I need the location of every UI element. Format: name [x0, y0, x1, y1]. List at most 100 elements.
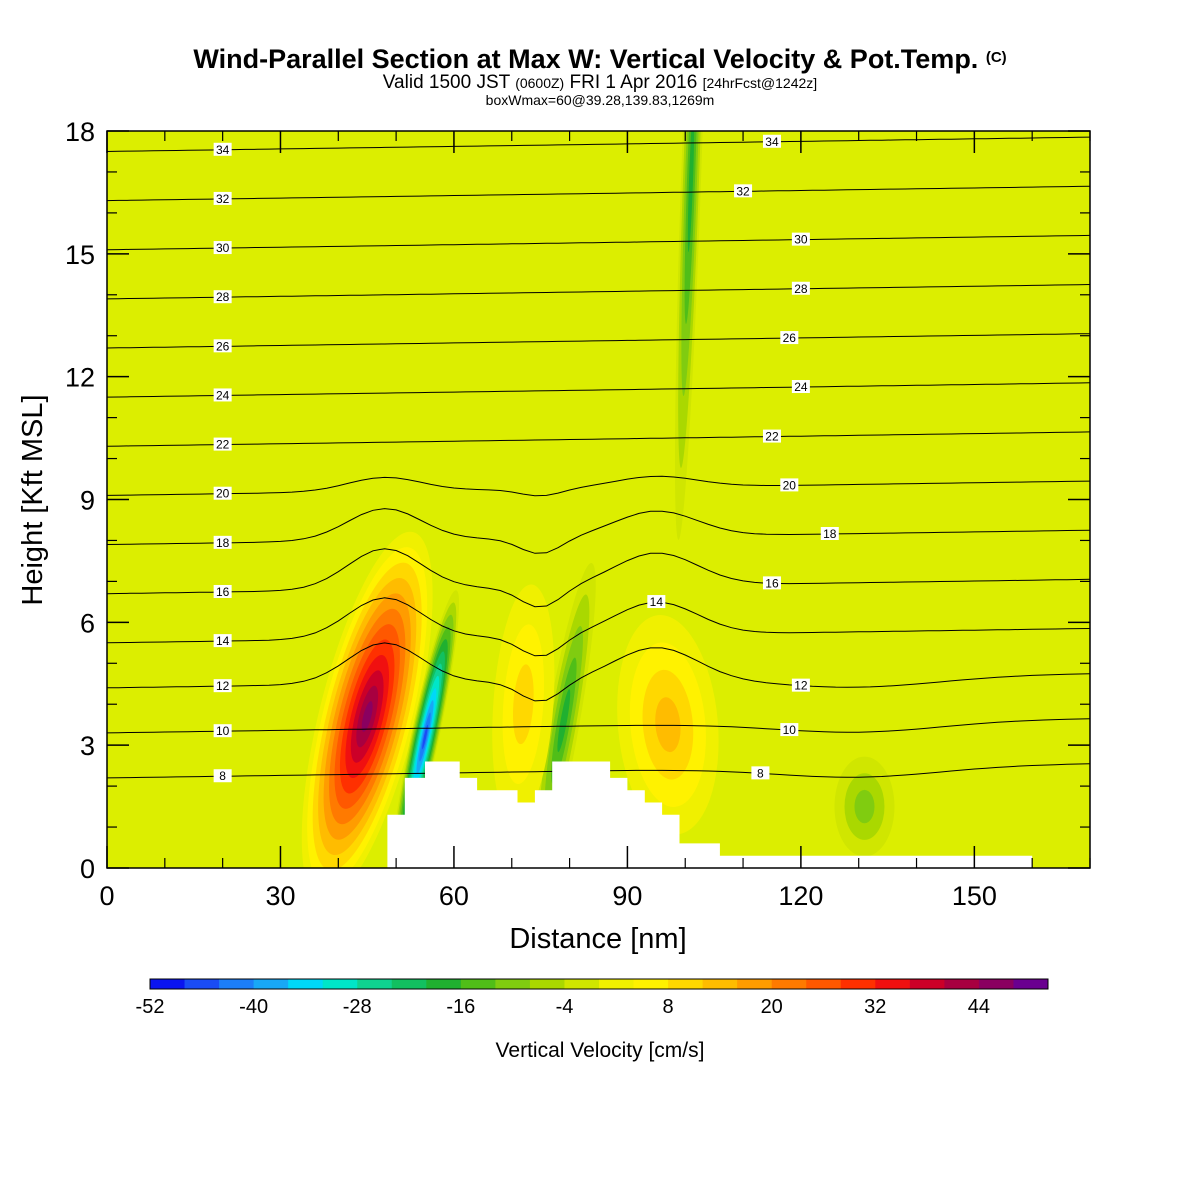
contour-label-20-right: 20 [780, 478, 799, 492]
chart-title: Wind-Parallel Section at Max W: Vertical… [193, 44, 1007, 74]
x-axis-label: Distance [nm] [509, 923, 686, 955]
colorbar-tick-32: 32 [864, 996, 886, 1018]
contour-label-28-right: 28 [791, 281, 810, 296]
contour-label-24-right: 24 [791, 380, 810, 394]
y-tick-label-15: 15 [65, 240, 95, 270]
colorbar-swatch-25 [978, 979, 1014, 989]
axes: 0 30 60 90 120 150 0 3 6 9 12 15 18 Distance [nm] Heig… [17, 117, 1091, 955]
y-tick-label-9: 9 [80, 486, 95, 516]
colorbar-swatch-13 [564, 979, 600, 989]
svg-text:18: 18 [216, 536, 230, 550]
colorbar-tick--52: -52 [136, 996, 165, 1018]
contour-label-28-left: 28 [213, 290, 232, 304]
colorbar-swatch-19 [771, 979, 807, 989]
svg-text:30: 30 [216, 241, 230, 255]
colorbar-swatch-15 [633, 979, 669, 989]
x-tick-label-30: 30 [265, 881, 295, 911]
colorbar-swatch-9 [426, 979, 462, 989]
contour-label-30-left: 30 [213, 241, 232, 255]
svg-text:14: 14 [216, 634, 230, 648]
svg-text:10: 10 [783, 723, 797, 737]
colorbar: -52 -40 -28 -16 -4 8 20 32 44 Vertical Velocity [… [136, 978, 1049, 1062]
svg-text:22: 22 [216, 438, 230, 452]
svg-text:20: 20 [783, 478, 797, 492]
theta-contour-20 [107, 475, 1090, 497]
contour-label-24-left: 24 [213, 388, 232, 402]
contour-label-16-left: 16 [213, 584, 232, 599]
svg-text:10: 10 [216, 724, 230, 738]
contour-label-20-left: 20 [213, 486, 232, 501]
svg-text:26: 26 [783, 331, 797, 345]
theta-contour-22 [107, 431, 1090, 447]
colorbar-swatch-5 [288, 979, 324, 989]
theta-contour-10 [107, 718, 1090, 734]
colorbar-tick-44: 44 [968, 996, 990, 1018]
contour-label-34-right: 34 [762, 134, 781, 149]
colorbar-swatch-17 [702, 979, 738, 989]
plot-area: 8 8 10 10 12 12 14 14 16 16 18 18 20 20 22 22 24 24 26 26 28… [107, 131, 1090, 868]
contour-label-12-right: 12 [791, 678, 810, 693]
svg-text:24: 24 [216, 388, 230, 402]
y-axis-label: Height [Kft MSL] [17, 394, 49, 605]
svg-text:34: 34 [765, 135, 779, 149]
colorbar-swatch-4 [253, 979, 289, 989]
theta-contour-26 [107, 333, 1090, 349]
contour-label-34-left: 34 [213, 142, 232, 157]
svg-text:34: 34 [216, 143, 230, 157]
terrain [387, 761, 1033, 868]
svg-text:22: 22 [765, 430, 779, 444]
velocity-cell-5 [617, 615, 719, 835]
colorbar-tick--16: -16 [446, 996, 475, 1018]
colorbar-swatch-3 [219, 979, 255, 989]
colorbar-swatch-1 [150, 979, 186, 989]
y-tick-label-0: 0 [80, 854, 95, 884]
colorbar-tick-20: 20 [761, 996, 783, 1018]
colorbar-swatch-12 [529, 979, 565, 989]
contour-label-14-right: 14 [647, 595, 666, 609]
contour-label-22-right: 22 [762, 429, 781, 444]
theta-contour-34 [107, 136, 1090, 152]
theta-contour-30 [107, 234, 1090, 251]
colorbar-swatch-26 [1013, 979, 1049, 989]
svg-text:24: 24 [794, 380, 808, 394]
theta-contour-18 [107, 508, 1090, 554]
theta-contour-16 [107, 548, 1090, 608]
svg-text:8: 8 [757, 766, 764, 780]
colorbar-swatch-6 [322, 979, 358, 989]
colorbar-swatch-10 [460, 979, 496, 989]
contour-label-22-left: 22 [213, 437, 232, 452]
contour-label-10-right: 10 [780, 723, 799, 737]
svg-text:30: 30 [794, 233, 808, 247]
theta-contour-12 [107, 642, 1090, 702]
copyright-mark: (C) [985, 49, 1007, 66]
colorbar-swatch-24 [944, 979, 980, 989]
theta-contour-32 [107, 185, 1090, 202]
colorbar-swatch-7 [357, 979, 393, 989]
svg-text:18: 18 [823, 527, 837, 541]
x-tick-label-120: 120 [778, 881, 823, 911]
background-field [107, 131, 1090, 868]
contour-label-18-left: 18 [213, 535, 232, 550]
svg-text:26: 26 [216, 339, 230, 353]
svg-text:32: 32 [736, 184, 750, 198]
svg-text:8: 8 [219, 769, 226, 783]
contour-label-32-right: 32 [734, 184, 753, 198]
colorbar-tick-8: 8 [663, 996, 674, 1018]
chart-valid-time: Valid 1500 JST (0600Z) FRI 1 Apr 2016 [2… [382, 72, 818, 93]
colorbar-tick--4: -4 [556, 996, 574, 1018]
svg-text:28: 28 [794, 282, 808, 296]
contour-label-10-left: 10 [213, 724, 232, 738]
velocity-cell-6 [674, 131, 708, 540]
svg-text:16: 16 [216, 585, 230, 599]
colorbar-swatch-21 [840, 979, 876, 989]
theta-contour-28 [107, 284, 1090, 300]
svg-text:12: 12 [794, 679, 808, 693]
contour-label-26-left: 26 [213, 339, 232, 353]
contour-label-12-left: 12 [213, 679, 232, 693]
contour-label-32-left: 32 [213, 191, 232, 206]
svg-text:14: 14 [650, 595, 664, 609]
contour-label-14-left: 14 [213, 634, 232, 648]
contour-label-8-left: 8 [213, 769, 232, 783]
contour-label-8-right: 8 [751, 766, 770, 780]
velocity-cell-7 [834, 756, 895, 857]
